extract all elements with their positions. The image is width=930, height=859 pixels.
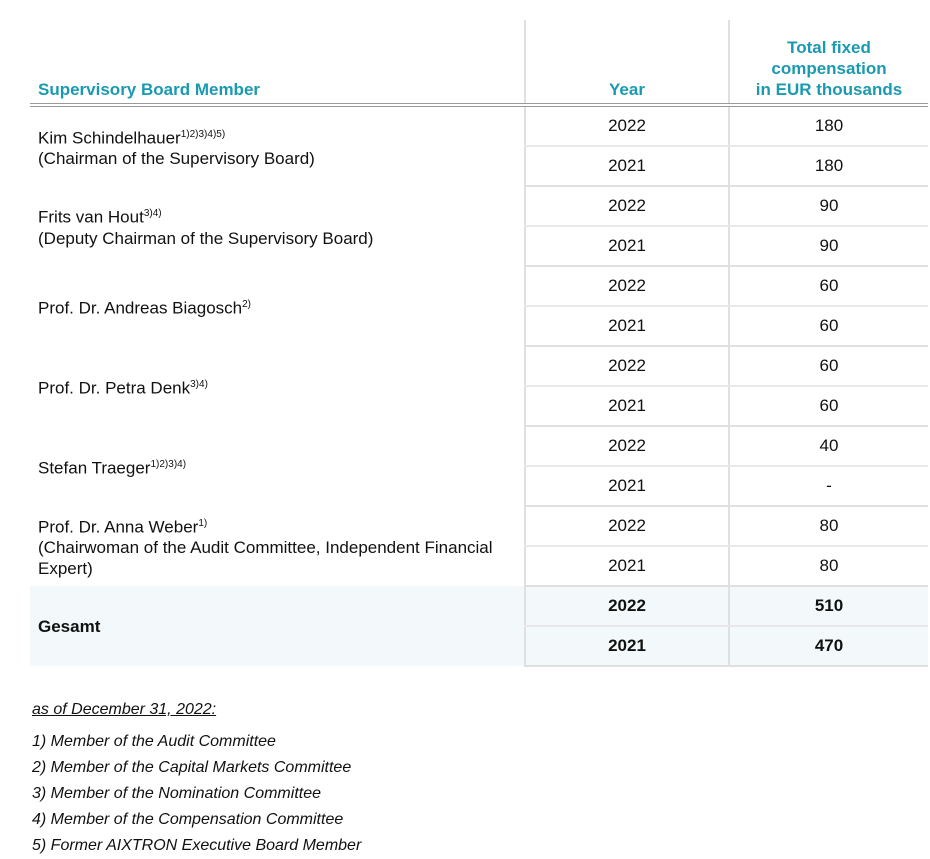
total-label: Gesamt <box>38 616 101 636</box>
value-cell: 80 <box>729 546 928 587</box>
value-cell: 470 <box>729 626 928 667</box>
value-cell: 60 <box>729 306 928 347</box>
year-cell: 2022 <box>524 105 730 147</box>
value-cell: 180 <box>729 146 928 187</box>
value-cell: - <box>729 466 928 507</box>
value-cell: 60 <box>729 386 928 427</box>
member-cell: Kim Schindelhauer1)2)3)4)5) (Chairman of … <box>30 105 525 186</box>
footnote: 5) Former AIXTRON Executive Board Member <box>32 837 362 854</box>
member-name: Kim Schindelhauer <box>38 128 181 148</box>
member-name: Frits van Hout <box>38 207 144 227</box>
table-row: 2021 60 <box>30 386 928 427</box>
compensation-table: Supervisory Board Member Year Total fixe… <box>30 20 928 667</box>
member-name: Stefan Traeger <box>38 458 151 478</box>
member-name: Prof. Dr. Anna Weber <box>38 517 199 537</box>
footnote-refs: 3)4) <box>190 378 208 390</box>
year-cell: 2022 <box>524 346 730 387</box>
table-row: Stefan Traeger1)2)3)4) 2022 40 <box>30 426 928 477</box>
value-cell: 90 <box>729 226 928 267</box>
footnote-refs: 3)4) <box>143 208 162 220</box>
footnotes-heading: as of December 31, 2022: <box>32 701 217 718</box>
member-cell: Prof. Dr. Petra Denk3)4) <box>30 346 525 426</box>
value-cell: 180 <box>729 105 928 147</box>
year-cell: 2021 <box>524 306 730 347</box>
footnotes: as of December 31, 2022: 1) Member of th… <box>32 697 361 859</box>
header-member: Supervisory Board Member <box>38 80 261 99</box>
year-cell: 2022 <box>524 426 730 467</box>
table-row: Prof. Dr. Andreas Biagosch2) 2022 60 <box>30 266 928 317</box>
table-row: 2021 90 <box>30 226 928 267</box>
table-row: Prof. Dr. Petra Denk3)4) 2022 60 <box>30 346 928 397</box>
member-cell: Frits van Hout3)4) (Deputy Chairman of th… <box>30 186 525 266</box>
table-row: Frits van Hout3)4) (Deputy Chairman of th… <box>30 186 928 248</box>
value-cell: 40 <box>729 426 928 467</box>
header-compensation: Total fixed compensation in EUR thousands <box>755 38 903 99</box>
footnote: 4) Member of the Compensation Committee <box>32 811 344 828</box>
member-role: (Chairman of the Supervisory Board) <box>38 149 315 169</box>
table-row: 2021 470 <box>30 626 928 667</box>
footnote-refs: 1)2)3)4) <box>150 458 187 470</box>
member-cell: Prof. Dr. Andreas Biagosch2) <box>30 266 525 346</box>
value-cell: 510 <box>729 586 928 627</box>
member-cell: Stefan Traeger1)2)3)4) <box>30 426 525 506</box>
member-cell: Gesamt <box>30 586 525 666</box>
member-cell: Prof. Dr. Anna Weber1) (Chairwoman of the… <box>30 506 525 586</box>
year-cell: 2022 <box>524 266 730 307</box>
table-row: 2021- <box>30 466 928 507</box>
year-cell: 2022 <box>524 506 730 547</box>
value-cell: 60 <box>729 346 928 387</box>
footnote: 3) Member of the Nomination Committee <box>32 785 321 802</box>
member-role: (Chairwoman of the Audit Committee, Inde… <box>38 538 493 579</box>
header-year: Year <box>524 20 730 105</box>
member-name: Prof. Dr. Andreas Biagosch <box>38 298 243 318</box>
table-row: 2021 180 <box>30 146 928 187</box>
footnote: 1) Member of the Audit Committee <box>32 733 276 750</box>
footnote: 2) Member of the Capital Markets Committ… <box>32 759 352 776</box>
year-cell: 2021 <box>524 146 730 187</box>
table-row: 2021 60 <box>30 306 928 347</box>
footnote-refs: 1) <box>198 517 208 529</box>
member-role: (Deputy Chairman of the Supervisory Boar… <box>38 228 374 248</box>
table-row: 2021 80 <box>30 546 928 587</box>
table-row: Gesamt 2022 510 <box>30 586 928 666</box>
year-cell: 2021 <box>524 226 730 267</box>
year-cell: 2021 <box>524 466 730 507</box>
footnote-refs: 2) <box>242 298 252 310</box>
table-row: Prof. Dr. Anna Weber1) (Chairwoman of the… <box>30 506 928 578</box>
table-row: Kim Schindelhauer1)2)3)4)5) (Chairman of … <box>30 105 928 168</box>
year-cell: 2021 <box>524 626 730 667</box>
year-cell: 2021 <box>524 386 730 427</box>
value-cell: 90 <box>729 186 928 227</box>
year-cell: 2022 <box>524 586 730 627</box>
year-cell: 2021 <box>524 546 730 587</box>
member-name: Prof. Dr. Petra Denk <box>38 378 191 398</box>
year-cell: 2022 <box>524 186 730 227</box>
value-cell: 80 <box>729 506 928 547</box>
footnote-refs: 1)2)3)4)5) <box>180 128 226 140</box>
value-cell: 60 <box>729 266 928 307</box>
